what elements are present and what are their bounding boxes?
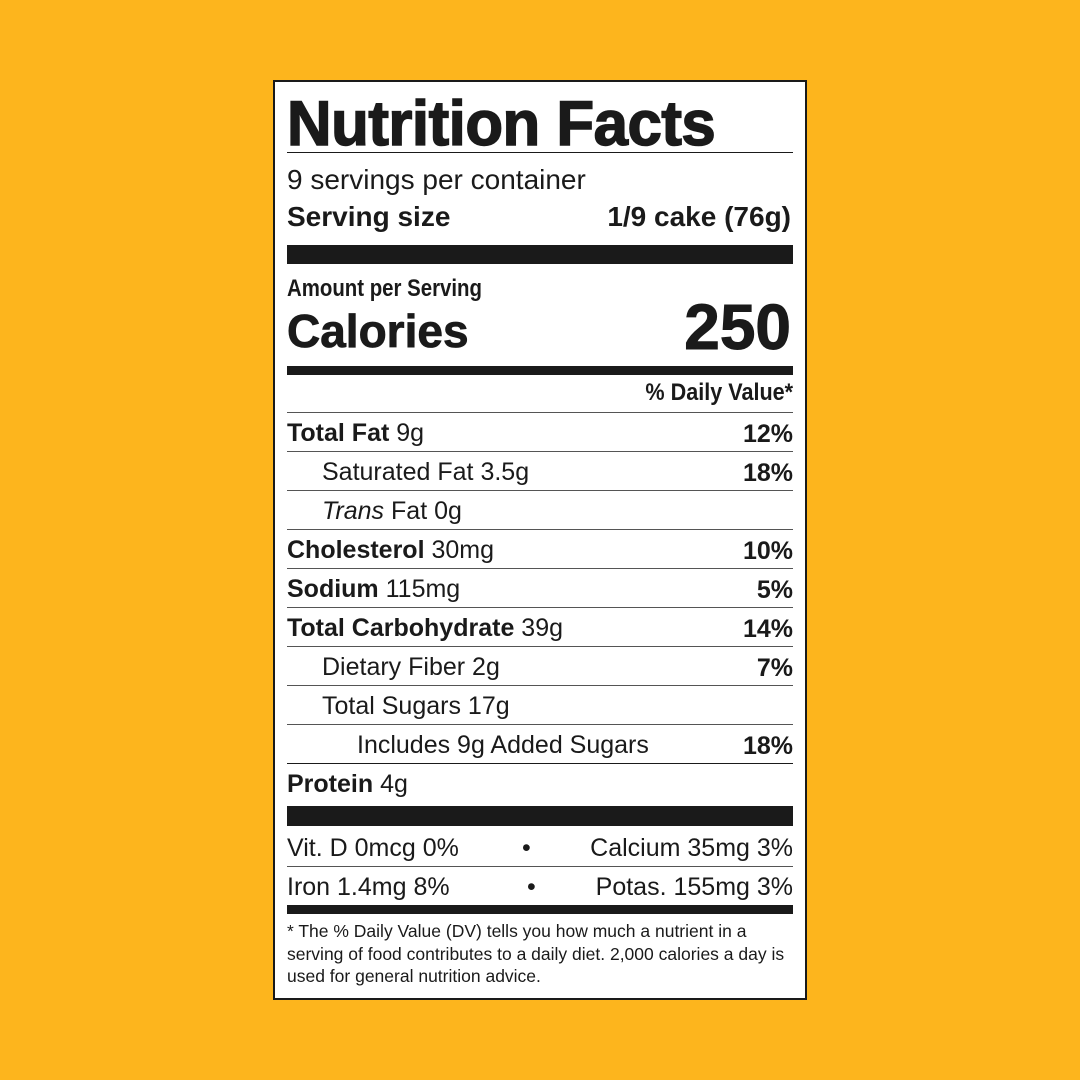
divider [287, 152, 793, 153]
amount-per-serving: Amount per Serving [287, 275, 482, 302]
nutrient-row-total-carbohydrate: Total Carbohydrate 39g 14% [287, 607, 793, 647]
daily-value-header: % Daily Value* [645, 379, 793, 406]
nutrient-row-trans-fat: Trans Fat 0g [287, 490, 793, 530]
serving-size-value: 1/9 cake (76g) [607, 201, 791, 232]
footnote: * The % Daily Value (DV) tells you how m… [287, 921, 785, 986]
servings-per-container: 9 servings per container [287, 164, 586, 195]
medium-divider [287, 905, 793, 914]
divider [287, 866, 793, 867]
nutrient-row-total-fat: Total Fat 9g 12% [287, 412, 793, 452]
nutrient-row-protein: Protein 4g [287, 763, 793, 803]
calories-label: Calories [287, 305, 469, 358]
nutrient-row-cholesterol: Cholesterol 30mg 10% [287, 529, 793, 569]
nutrient-row-sodium: Sodium 115mg 5% [287, 568, 793, 608]
nutrient-row-saturated-fat: Saturated Fat 3.5g 18% [287, 451, 793, 491]
calories-value: 250 [684, 291, 792, 364]
nutrition-facts-panel: Nutrition Facts 9 servings per container… [273, 80, 807, 1000]
title: Nutrition Facts [286, 88, 716, 160]
thick-divider [287, 806, 793, 826]
nutrient-row-added-sugars: Includes 9g Added Sugars 18% [287, 724, 793, 764]
nutrient-row-total-sugars: Total Sugars 17g [287, 685, 793, 725]
thick-divider [287, 245, 793, 264]
mineral-row-vitd-calcium: Vit. D 0mcg 0% • Calcium 35mg 3% [287, 834, 793, 862]
serving-size-label: Serving size [287, 201, 451, 232]
nutrient-row-dietary-fiber: Dietary Fiber 2g 7% [287, 646, 793, 686]
medium-divider [287, 366, 793, 375]
mineral-row-iron-potassium: Iron 1.4mg 8% • Potas. 155mg 3% [287, 873, 793, 901]
